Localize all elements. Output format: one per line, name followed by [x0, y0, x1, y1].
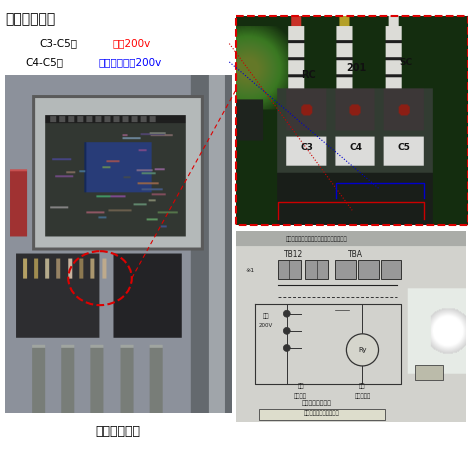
Text: TB12: TB12 [284, 250, 303, 258]
Circle shape [283, 327, 290, 334]
Text: 屋、外部ケーブルの引き込み出量停の場合: 屋、外部ケーブルの引き込み出量停の場合 [286, 237, 347, 242]
Text: RC: RC [301, 70, 315, 79]
Text: TBA: TBA [348, 250, 363, 258]
Text: 運転: 運転 [359, 383, 366, 389]
Text: SC: SC [399, 57, 412, 67]
Text: 常時200v: 常時200v [112, 39, 151, 49]
Text: 200V: 200V [259, 323, 273, 328]
Bar [259, 409, 386, 420]
Text: C3-C5間: C3-C5間 [40, 39, 78, 49]
Text: C4: C4 [349, 143, 362, 152]
Text: 図　８７－４: 図 ８７－４ [5, 12, 55, 26]
Text: C4-C5間: C4-C5間 [26, 57, 64, 67]
Circle shape [283, 310, 290, 317]
Text: C5: C5 [398, 143, 411, 152]
Text: Ry: Ry [358, 347, 367, 353]
Text: 確認リレー: 確認リレー [354, 393, 371, 398]
Circle shape [346, 334, 379, 366]
Text: 201: 201 [347, 63, 367, 73]
Text: 電源: 電源 [263, 313, 270, 319]
Text: C3: C3 [300, 143, 314, 152]
Bar [305, 260, 328, 280]
Bar [415, 365, 443, 381]
Circle shape [283, 345, 290, 352]
Bar [236, 16, 468, 225]
Text: 消火栓始動リレー: 消火栓始動リレー [301, 401, 332, 406]
Bar [335, 260, 356, 280]
Text: 火災: 火災 [297, 383, 304, 389]
Text: 屋内消火栓ポンプの場合: 屋内消火栓ポンプの場合 [303, 410, 339, 416]
Bar [358, 260, 379, 280]
Text: ※1: ※1 [246, 268, 255, 273]
Text: 起動信号: 起動信号 [294, 393, 307, 398]
Bar [278, 260, 300, 280]
Text: ポンプ制御盤: ポンプ制御盤 [95, 425, 141, 437]
Bar [381, 260, 402, 280]
Text: ポンプ起動時200v: ポンプ起動時200v [98, 57, 161, 67]
